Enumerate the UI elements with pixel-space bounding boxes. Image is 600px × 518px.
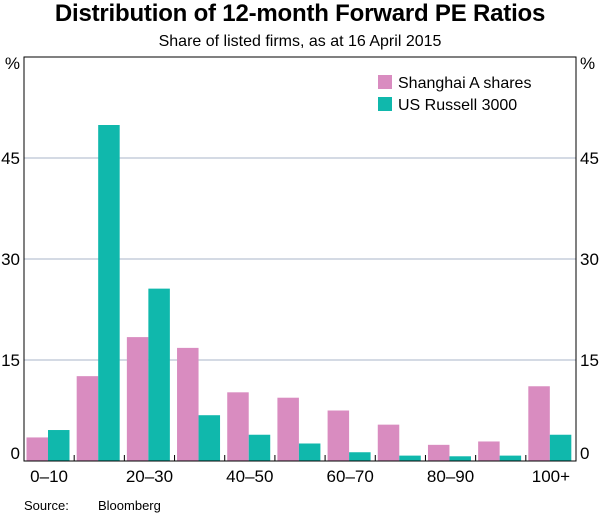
bar-russell	[298, 443, 321, 461]
source-note: Source: Bloomberg	[24, 498, 161, 514]
y-tick-label-left: 0	[11, 444, 20, 463]
x-tick-label: 0–10	[30, 467, 68, 486]
bar-shanghai	[327, 410, 350, 461]
legend-label: US Russell 3000	[398, 97, 517, 114]
bar-russell	[549, 434, 572, 461]
bar-shanghai	[126, 337, 149, 461]
x-tick-label: 40–50	[226, 467, 273, 486]
bar-russell	[499, 455, 522, 461]
x-tick-label: 100+	[532, 467, 570, 486]
bar-russell	[349, 452, 371, 461]
y-tick-label-right: 15	[580, 351, 599, 370]
y-unit-label-left: %	[5, 54, 20, 73]
axis-ticks	[73, 455, 527, 461]
axis-labels: 0 0 15 15 30 30 45 45% % 0–10 20–30 40–50 60–70 80–90…	[1, 54, 599, 486]
x-tick-label: 80–90	[427, 467, 474, 486]
x-tick-label: 20–30	[126, 467, 173, 486]
bar-shanghai	[528, 386, 550, 461]
bar-shanghai	[76, 376, 99, 461]
legend-label: Shanghai A shares	[398, 75, 531, 92]
legend-swatch	[378, 75, 392, 89]
bars	[26, 125, 572, 462]
source-value: Bloomberg	[98, 498, 161, 513]
bar-shanghai	[227, 392, 249, 461]
x-tick-label: 60–70	[327, 467, 374, 486]
y-tick-label-right: 45	[580, 149, 599, 168]
y-tick-label-left: 15	[1, 351, 20, 370]
plot-frame	[23, 56, 577, 462]
bar-russell	[48, 430, 70, 461]
bar-russell	[399, 455, 421, 461]
legend: Shanghai A shares US Russell 3000	[378, 75, 531, 114]
bar-shanghai	[478, 441, 500, 461]
bar-shanghai	[26, 437, 48, 461]
bar-shanghai	[377, 424, 400, 461]
bar-russell	[198, 415, 221, 461]
bar-russell	[449, 456, 471, 461]
y-unit-label-right: %	[580, 54, 595, 73]
bar-shanghai	[177, 347, 199, 461]
y-tick-label-left: 30	[1, 250, 20, 269]
bar-russell	[148, 288, 170, 461]
y-tick-label-right: 0	[580, 444, 589, 463]
source-label: Source:	[24, 498, 69, 513]
chart-subtitle: Share of listed firms, as at 16 April 20…	[158, 33, 442, 50]
bar-russell	[248, 434, 271, 461]
y-tick-label-left: 45	[1, 149, 20, 168]
bar-russell	[98, 125, 120, 462]
bar-shanghai	[277, 397, 299, 461]
legend-swatch	[378, 97, 392, 111]
chart-title: Distribution of 12-month Forward PE Rati…	[54, 0, 546, 27]
y-tick-label-right: 30	[580, 250, 599, 269]
bar-shanghai	[427, 444, 450, 461]
